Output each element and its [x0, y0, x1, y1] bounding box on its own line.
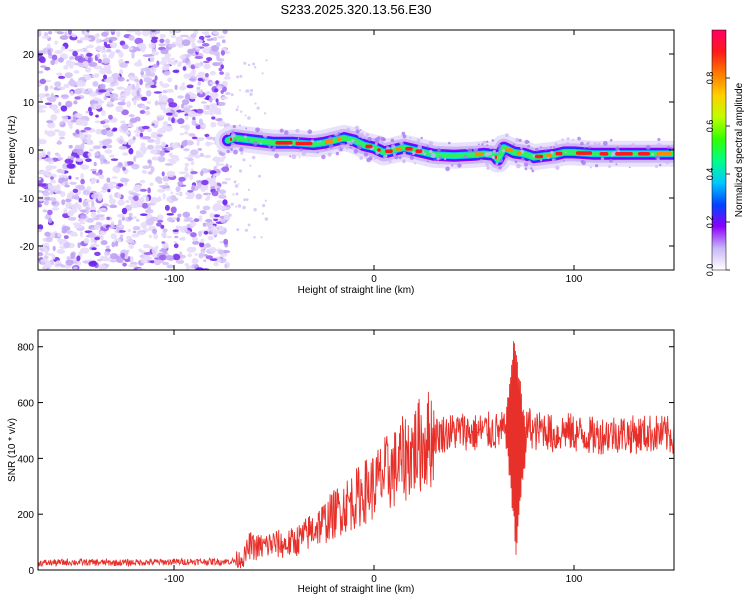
- snr-x-label: Height of straight line (km): [298, 584, 415, 595]
- spectrogram-x-label: Height of straight line (km): [298, 285, 415, 296]
- spectrogram-y-label: Frequency (Hz): [7, 116, 18, 185]
- noise-speckle-region: [38, 30, 269, 270]
- y-tick-label: 0: [28, 566, 34, 577]
- x-tick-label: 100: [566, 574, 583, 585]
- y-tick-label: 0: [28, 146, 34, 157]
- snr-y-ticks: 0 200 400 600 800: [17, 343, 674, 577]
- colorbar-ticks: 0.0 0.2 0.4 0.6 0.8: [705, 72, 730, 277]
- y-tick-label: -10: [20, 194, 35, 205]
- colorbar: 0.0 0.2 0.4 0.6 0.8 Normalized spectral ampl…: [705, 29, 745, 277]
- colorbar-gradient: [712, 30, 726, 270]
- snr-plot-area: [38, 341, 674, 569]
- y-tick-label: 400: [17, 454, 34, 465]
- spectrogram-x-ticks: -100 0 100: [164, 30, 583, 285]
- y-tick-label: 800: [17, 343, 34, 354]
- colorbar-frame: [711, 29, 727, 271]
- y-tick-label: 10: [23, 98, 35, 109]
- ridge-peaks: [229, 137, 672, 159]
- y-tick-label: 600: [17, 399, 34, 410]
- x-tick-label: 0: [371, 574, 377, 585]
- figure-title: S233.2025.320.13.56.E30: [280, 2, 431, 17]
- colorbar-tick-label: 0.0: [705, 264, 715, 277]
- x-tick-label: 100: [566, 274, 583, 285]
- snr-x-ticks: -100 0 100: [164, 330, 583, 585]
- colorbar-tick-label: 0.8: [705, 72, 715, 85]
- x-tick-label: 0: [371, 274, 377, 285]
- colorbar-label: Normalized spectral amplitude: [734, 82, 745, 217]
- y-tick-label: 200: [17, 510, 34, 521]
- snr-frame: [37, 329, 675, 571]
- spectrogram-y-ticks: -20 -10 0 10 20: [20, 50, 674, 253]
- snr-y-label: SNR (10 * v/v): [7, 418, 18, 482]
- x-tick-label: -100: [164, 574, 184, 585]
- y-tick-label: -20: [20, 242, 35, 253]
- snr-series-line: [38, 341, 674, 569]
- snr-panel: -100 0 100 0 200 400 600 800 Height of straigh…: [7, 329, 675, 595]
- spectral-ridge: [215, 124, 674, 173]
- colorbar-tick-label: 0.2: [705, 216, 715, 229]
- colorbar-tick-label: 0.6: [705, 120, 715, 133]
- y-tick-label: 20: [23, 50, 35, 61]
- x-tick-label: -100: [164, 274, 184, 285]
- colorbar-tick-label: 0.4: [705, 168, 715, 181]
- spectrogram-heatmap: [38, 30, 674, 270]
